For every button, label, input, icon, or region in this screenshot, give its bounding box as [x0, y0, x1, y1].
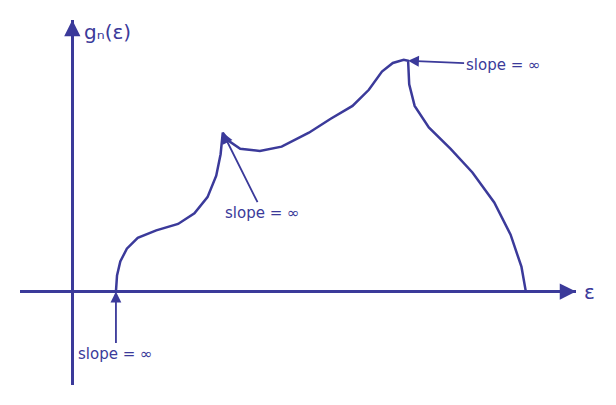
- svg-text:slope = ∞: slope = ∞: [466, 56, 541, 74]
- svg-text:slope = ∞: slope = ∞: [78, 345, 153, 363]
- svg-text:slope = ∞: slope = ∞: [225, 204, 300, 222]
- svg-text:ε: ε: [584, 280, 595, 304]
- svg-text:gₙ(ε): gₙ(ε): [84, 20, 131, 44]
